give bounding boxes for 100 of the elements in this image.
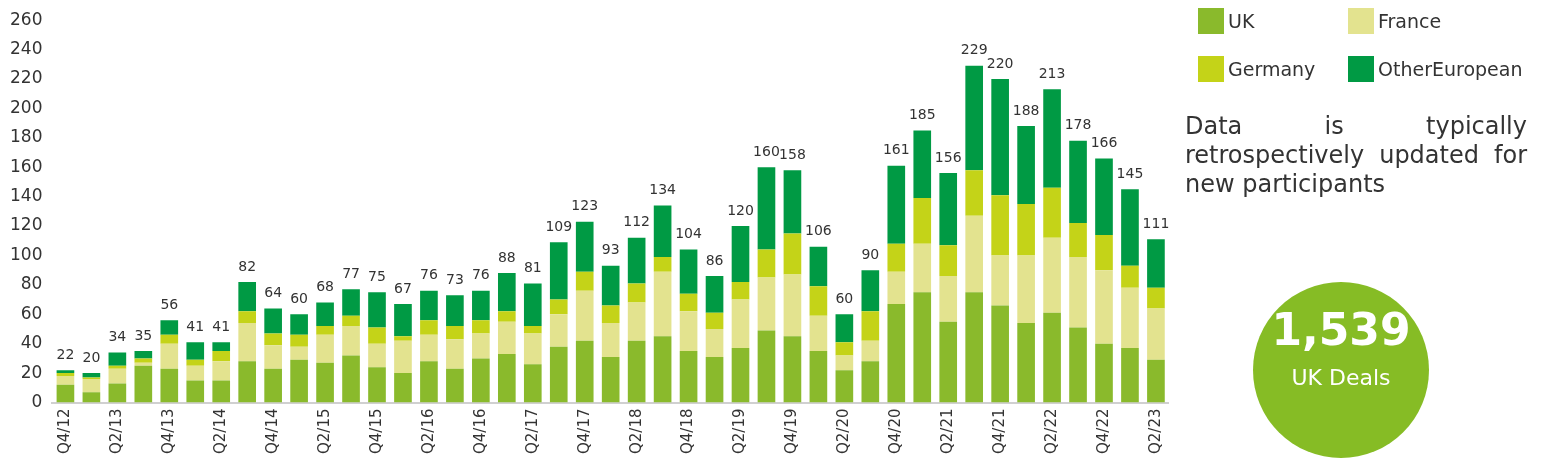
x-tick-label: Q2/14 [211, 408, 230, 455]
total-label: 88 [497, 248, 516, 265]
bar [1069, 327, 1087, 403]
bar [679, 249, 698, 294]
bar [498, 353, 516, 403]
bar [627, 283, 646, 303]
bar [446, 368, 464, 403]
total-label: 60 [835, 289, 854, 306]
bar [316, 326, 334, 335]
bar [160, 320, 179, 335]
bar [965, 65, 984, 171]
bar [134, 358, 153, 363]
bar [186, 359, 205, 366]
bar [861, 270, 880, 312]
legend-label: OtherEuropean [1378, 58, 1523, 80]
x-tick-label: Q2/15 [314, 408, 333, 455]
bar [1017, 323, 1035, 403]
bar [56, 376, 75, 385]
bar [991, 305, 1009, 403]
bar [290, 359, 308, 403]
text: UK Deals [1291, 364, 1391, 392]
bar [1095, 158, 1113, 235]
x-tick-label: Q4/14 [263, 408, 282, 455]
bar [1147, 308, 1165, 360]
bar [575, 271, 594, 291]
bar [108, 383, 127, 403]
bar [1069, 140, 1087, 224]
bar [82, 378, 101, 393]
total-label: 82 [238, 257, 257, 274]
total-label: 34 [108, 328, 127, 345]
total-label: 77 [342, 264, 360, 281]
total-label: 160 [753, 142, 780, 159]
y-tick-label: 100 [9, 243, 43, 264]
bar [627, 237, 646, 284]
bar [731, 348, 750, 403]
bar [160, 343, 179, 369]
bar [394, 303, 412, 337]
bar [965, 292, 984, 403]
bar [913, 243, 932, 293]
bar [186, 380, 205, 403]
x-tick-label: Q2/23 [1145, 408, 1164, 455]
bar [991, 195, 1009, 256]
text: Data is typically retrospectively updated for new participants [1185, 112, 1527, 199]
bar [575, 340, 594, 403]
total-label: 161 [882, 141, 910, 158]
bar [394, 340, 412, 374]
bar [212, 342, 231, 352]
bar [1043, 312, 1061, 403]
bar [316, 302, 334, 327]
bar [134, 365, 153, 403]
bar [472, 358, 490, 403]
bar [679, 293, 698, 312]
bar [394, 373, 412, 403]
bar [835, 355, 854, 371]
bar [523, 333, 542, 365]
bar [939, 245, 958, 277]
bar [965, 170, 984, 216]
total-label: 67 [394, 279, 412, 296]
x-tick-label: Q4/22 [1093, 408, 1112, 455]
bar [809, 351, 828, 403]
bar [1017, 255, 1035, 324]
y-tick-label: 0 [31, 390, 43, 411]
bar [108, 352, 127, 366]
bar [757, 167, 776, 250]
bar [342, 315, 360, 327]
bar [913, 292, 932, 403]
bar [134, 351, 153, 359]
total-label: 158 [779, 145, 806, 162]
bar [653, 256, 672, 272]
bar [783, 170, 802, 234]
bar [342, 355, 360, 403]
total-label: 22 [56, 345, 75, 362]
total-label: 60 [290, 289, 309, 306]
bar [420, 290, 438, 321]
bar [861, 311, 880, 341]
y-tick-label: 160 [9, 155, 43, 176]
y-tick-label: 200 [9, 96, 43, 117]
total-label: 93 [601, 241, 620, 258]
total-label: 120 [727, 201, 754, 218]
total-label: 56 [160, 295, 179, 312]
bar [1121, 189, 1139, 266]
bar [212, 361, 231, 381]
x-tick-label: Q4/16 [470, 408, 489, 455]
bar [446, 295, 464, 327]
bar [887, 303, 906, 403]
bar [575, 290, 594, 341]
bar [186, 365, 205, 381]
bar [705, 356, 724, 403]
bar [1017, 204, 1035, 256]
bar [757, 277, 776, 331]
text: 1,539 [1270, 304, 1412, 355]
x-tick-label: Q4/15 [366, 408, 385, 455]
bar [420, 320, 438, 335]
total-label: 109 [545, 217, 573, 234]
bar [160, 368, 179, 403]
bar [991, 79, 1009, 196]
bar [1095, 343, 1113, 403]
bar [913, 198, 932, 244]
y-tick-label: 220 [9, 67, 43, 88]
y-tick-label: 40 [20, 332, 43, 353]
